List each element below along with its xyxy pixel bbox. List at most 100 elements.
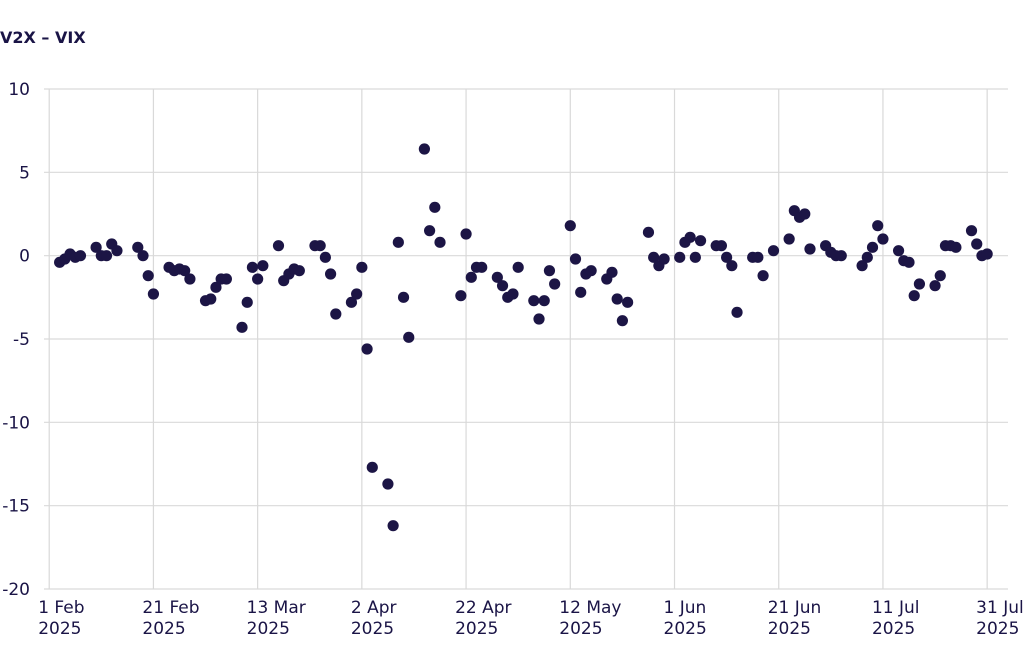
data-point (767, 245, 780, 257)
data-point (418, 143, 430, 155)
x-tick-label: 31 Jul (976, 598, 1024, 618)
grid (44, 88, 1008, 590)
data-point (674, 251, 686, 263)
data-point (252, 273, 264, 285)
data-point (783, 233, 795, 245)
x-tick-year-label: 2025 (455, 619, 498, 639)
x-tick-label: 21 Jun (768, 598, 822, 618)
data-point (455, 290, 467, 302)
data-point (293, 265, 305, 277)
x-tick-year-label: 2025 (872, 619, 915, 639)
data-point (361, 343, 373, 355)
data-point (512, 261, 524, 273)
data-point (606, 266, 618, 278)
data-point (866, 241, 879, 253)
data-point (538, 295, 550, 307)
data-point (330, 308, 342, 320)
data-point (74, 250, 87, 262)
y-tick-label: -20 (2, 580, 30, 600)
data-point (908, 290, 920, 302)
data-point (903, 256, 915, 268)
y-tick-label: -5 (13, 330, 30, 350)
data-point (533, 313, 545, 325)
x-tick-label: 21 Feb (142, 598, 199, 618)
data-point (356, 261, 368, 273)
data-point (460, 228, 472, 240)
x-tick-year-label: 2025 (664, 619, 707, 639)
x-tick-year-label: 2025 (38, 619, 81, 639)
y-tick-label: 0 (19, 247, 30, 267)
data-point (658, 253, 670, 265)
data-point (892, 245, 905, 257)
data-point (366, 461, 378, 473)
y-axis-ticks: 10 5 0 -5 -10 -15 -20 (2, 80, 30, 600)
data-points (54, 143, 993, 532)
data-point (476, 261, 488, 273)
data-point (684, 231, 696, 243)
data-point (726, 260, 738, 272)
x-tick-year-label: 2025 (976, 619, 1019, 639)
data-point (642, 226, 655, 238)
data-point (856, 260, 868, 272)
data-point (549, 278, 561, 290)
y-tick-label: 5 (19, 163, 30, 183)
data-point (236, 321, 248, 333)
x-tick-label: 2 Apr (351, 598, 397, 618)
data-point (913, 278, 926, 290)
data-point (210, 281, 222, 293)
data-point (397, 291, 410, 303)
data-point (804, 243, 816, 255)
x-tick-label: 12 May (559, 598, 621, 618)
data-point (721, 251, 733, 263)
data-point (246, 261, 259, 273)
data-point (403, 331, 415, 343)
data-point (877, 233, 889, 245)
x-tick-label: 11 Jul (872, 598, 920, 618)
data-point (220, 273, 232, 285)
data-point (314, 240, 326, 252)
data-point (387, 520, 399, 532)
data-point (934, 270, 946, 282)
data-point (507, 288, 519, 300)
data-point (205, 293, 217, 305)
data-point (351, 288, 363, 300)
data-point (179, 265, 191, 277)
data-point (465, 271, 477, 283)
data-point (319, 251, 331, 263)
data-point (132, 241, 144, 253)
chart-title: V2X – VIX (0, 28, 86, 47)
y-tick-label: 10 (8, 80, 30, 100)
x-tick-year-label: 2025 (351, 619, 394, 639)
data-point (575, 286, 587, 298)
data-point (616, 315, 629, 327)
data-point (257, 260, 269, 272)
data-point (799, 208, 811, 220)
data-point (241, 296, 253, 308)
data-point (434, 236, 446, 248)
data-point (929, 280, 941, 292)
data-point (569, 253, 582, 265)
data-point (100, 250, 113, 262)
data-point (392, 236, 404, 248)
x-tick-year-label: 2025 (247, 619, 290, 639)
x-tick-year-label: 2025 (559, 619, 602, 639)
data-point (731, 306, 743, 318)
data-point (543, 265, 556, 277)
data-point (429, 201, 441, 213)
data-point (648, 251, 660, 263)
data-point (611, 293, 623, 305)
data-point (622, 296, 634, 308)
data-point (137, 250, 149, 262)
data-point (324, 268, 337, 280)
data-point (111, 245, 123, 257)
data-point (835, 250, 847, 262)
data-point (147, 288, 160, 300)
data-point (424, 225, 436, 237)
data-point (585, 265, 597, 277)
x-tick-label: 13 Mar (247, 598, 306, 618)
data-point (872, 220, 884, 232)
x-tick-year-label: 2025 (768, 619, 811, 639)
